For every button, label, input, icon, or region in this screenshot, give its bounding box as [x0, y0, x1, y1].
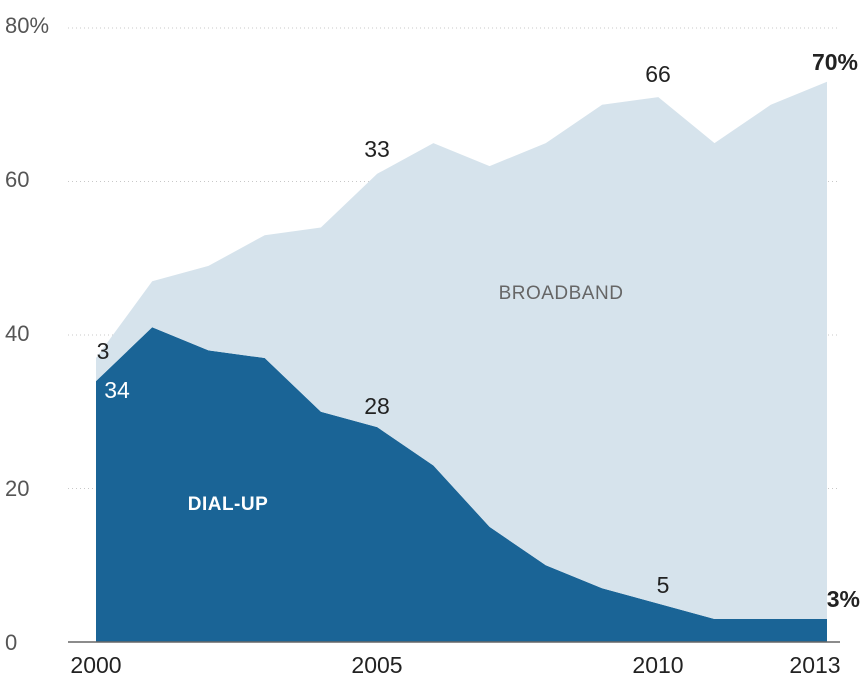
- series-label-dialup: DIAL-UP: [188, 494, 269, 515]
- data-label-dialup-2010: 5: [657, 572, 670, 598]
- data-label-dialup-2005: 28: [364, 393, 390, 419]
- areas: [96, 81, 827, 642]
- data-label-broadband-2005: 33: [364, 136, 390, 162]
- y-tick-label-0: 0: [5, 630, 17, 655]
- area-dial-up: [96, 327, 827, 642]
- series-label-broadband: BROADBAND: [499, 283, 624, 304]
- data-label-broadband-2000: 3: [97, 338, 110, 364]
- y-tick-label-40: 40: [5, 321, 29, 346]
- data-labels: 3 34 33 28 66 5 70% 3%: [97, 49, 860, 612]
- x-tick-label-2000: 2000: [70, 652, 121, 678]
- area-broadband: [96, 81, 827, 619]
- x-tick-labels: 2000 2005 2010 2013: [70, 652, 840, 678]
- y-tick-labels: 0 20 40 60 80%: [5, 13, 49, 655]
- x-tick-label-2010: 2010: [632, 652, 683, 678]
- data-label-broadband-2013: 70%: [812, 49, 858, 75]
- data-label-dialup-2000: 34: [104, 377, 130, 403]
- x-tick-label-2005: 2005: [351, 652, 402, 678]
- data-label-broadband-2010: 66: [645, 61, 671, 87]
- y-tick-label-60: 60: [5, 167, 29, 192]
- y-tick-label-80: 80%: [5, 13, 49, 38]
- y-tick-label-20: 20: [5, 476, 29, 501]
- x-tick-label-2013: 2013: [789, 652, 840, 678]
- data-label-dialup-2013: 3%: [827, 586, 860, 612]
